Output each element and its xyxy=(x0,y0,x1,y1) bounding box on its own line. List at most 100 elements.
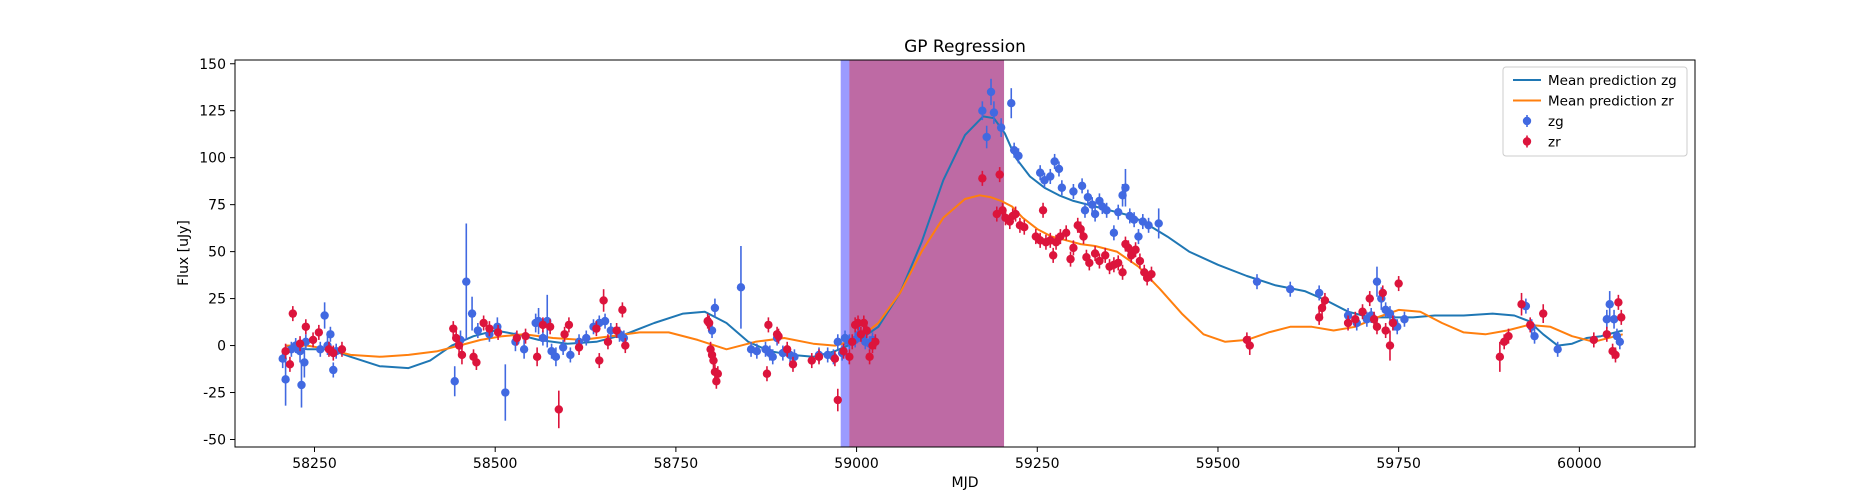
zr-point xyxy=(995,170,1004,179)
zg-point xyxy=(1050,157,1059,166)
zr-point xyxy=(1011,209,1020,219)
zg-point xyxy=(300,358,309,367)
x-tick-label: 58250 xyxy=(292,456,337,472)
zg-point xyxy=(978,106,987,115)
zg-point xyxy=(1252,277,1262,286)
zg-point xyxy=(790,352,799,362)
y-axis-label: Flux [uJy] xyxy=(176,220,192,286)
legend-label: Mean prediction zg xyxy=(1548,73,1677,89)
zr-point xyxy=(1061,228,1071,238)
zr-point xyxy=(712,377,721,386)
zr-point xyxy=(978,174,987,183)
zr-point xyxy=(1038,206,1048,215)
zr-point xyxy=(839,346,848,356)
zg-point xyxy=(462,277,471,286)
zg-point xyxy=(986,87,996,97)
zr-point xyxy=(1048,251,1058,260)
zr-point xyxy=(1079,232,1088,241)
zr-point xyxy=(814,352,824,362)
zr-point xyxy=(871,337,880,346)
zg-point xyxy=(1077,181,1087,191)
x-tick-label: 60000 xyxy=(1557,456,1602,472)
zg-point xyxy=(1609,315,1619,324)
zr-point xyxy=(1381,326,1390,335)
zr-point xyxy=(288,309,298,318)
mean-prediction-zg-line xyxy=(285,115,1623,370)
zr-point xyxy=(1320,296,1330,305)
zr-point xyxy=(1085,258,1094,268)
zg-point xyxy=(1121,183,1130,192)
x-tick-label: 59000 xyxy=(834,456,879,472)
zr-point xyxy=(782,345,792,354)
zg-point xyxy=(1102,206,1111,215)
zg-point xyxy=(768,352,777,362)
zr-point xyxy=(1118,268,1127,277)
zr-point xyxy=(1343,318,1353,328)
zg-point xyxy=(1114,207,1123,217)
zg-point xyxy=(1129,215,1139,224)
zg-point xyxy=(473,326,483,335)
zr-point xyxy=(1069,243,1078,253)
zg-point xyxy=(1134,232,1143,241)
zg-point xyxy=(1314,288,1324,298)
zr-point xyxy=(709,356,718,365)
zg-point xyxy=(1605,300,1614,309)
zg-point xyxy=(1109,228,1119,238)
x-tick-label: 58750 xyxy=(654,456,699,472)
zr-point xyxy=(1589,335,1599,345)
legend-swatch-marker xyxy=(1522,137,1532,146)
zr-point xyxy=(1614,298,1623,307)
highlight-bands xyxy=(840,60,1005,447)
x-tick-label: 58500 xyxy=(473,456,518,472)
shaded-region-zr xyxy=(849,60,1005,447)
zg-point xyxy=(1083,192,1093,202)
zg-point xyxy=(1286,284,1295,294)
zg-point xyxy=(1530,331,1539,341)
zr-point xyxy=(472,358,481,367)
zg-point xyxy=(450,377,459,386)
zr-point xyxy=(830,354,840,363)
zg-point xyxy=(1069,187,1078,196)
zg-point xyxy=(1400,315,1409,324)
zr-point xyxy=(1372,322,1382,331)
zg-point xyxy=(736,283,746,292)
x-tick-label: 59750 xyxy=(1376,456,1421,472)
zg-point xyxy=(519,345,529,354)
y-tick-label: 125 xyxy=(199,104,226,120)
zr-point xyxy=(485,324,494,333)
zr-point xyxy=(833,395,842,405)
zg-point xyxy=(1057,183,1067,192)
y-tick-label: 100 xyxy=(199,151,226,167)
legend-box xyxy=(1502,66,1688,157)
zr-point xyxy=(493,328,503,337)
zg-point xyxy=(582,333,591,343)
zg-point xyxy=(1090,209,1100,219)
zr-point xyxy=(1504,331,1513,341)
zr-point xyxy=(329,348,338,358)
y-axis: -50 -25 0 25 50 75 100 125 150 xyxy=(199,57,235,448)
y-tick-label: 0 xyxy=(217,339,226,355)
zr-point xyxy=(538,320,548,330)
y-tick-label: 150 xyxy=(199,57,226,73)
legend-label: zr xyxy=(1548,135,1561,151)
zg-point xyxy=(316,345,325,354)
x-axis: 58250 58500 58750 59000 59250 59500 59750 60000 xyxy=(292,447,1602,472)
zr-point xyxy=(788,360,798,369)
zr-point xyxy=(1351,315,1360,324)
x-tick-label: 59500 xyxy=(1196,456,1241,472)
zr-point xyxy=(314,328,324,337)
zg-point xyxy=(1054,164,1064,174)
y-tick-label: -25 xyxy=(203,386,226,402)
zr-point xyxy=(532,352,542,362)
zr-point xyxy=(1135,256,1145,266)
zr-point xyxy=(1388,318,1398,328)
zr-point xyxy=(457,350,467,360)
zr-point xyxy=(1147,269,1156,279)
zg-point xyxy=(1007,99,1016,108)
x-axis-label: MJD xyxy=(952,475,979,491)
zg-point xyxy=(1553,345,1562,354)
zr-point xyxy=(1526,320,1535,330)
zr-point xyxy=(1245,341,1254,350)
zr-point xyxy=(512,333,522,343)
zr-point xyxy=(281,346,290,356)
